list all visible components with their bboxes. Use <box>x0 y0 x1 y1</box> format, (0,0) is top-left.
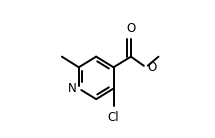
Text: Cl: Cl <box>108 111 119 124</box>
Text: O: O <box>148 61 157 74</box>
Text: N: N <box>68 82 77 95</box>
Text: O: O <box>126 22 136 35</box>
